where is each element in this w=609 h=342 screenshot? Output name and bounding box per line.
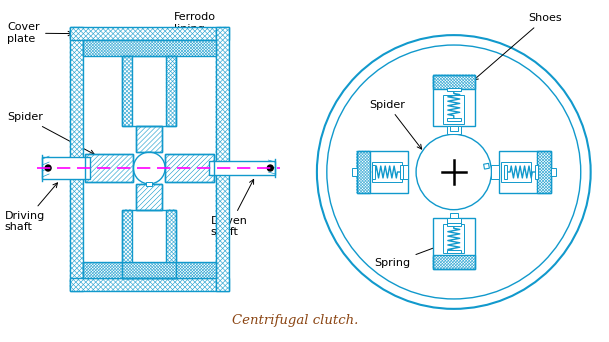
Bar: [447, 88, 461, 91]
Bar: [165, 154, 214, 182]
Bar: [447, 118, 461, 121]
Bar: [433, 75, 474, 89]
Text: Cover
plate: Cover plate: [7, 22, 72, 44]
Bar: [433, 218, 474, 269]
Circle shape: [45, 165, 51, 171]
Circle shape: [133, 152, 165, 184]
Bar: [499, 151, 551, 193]
Bar: [400, 165, 408, 179]
Bar: [132, 56, 166, 126]
Bar: [70, 278, 228, 291]
Bar: [373, 165, 375, 179]
Circle shape: [317, 35, 591, 309]
Bar: [132, 210, 166, 262]
Bar: [351, 168, 357, 176]
Bar: [209, 161, 275, 175]
Text: Spring: Spring: [375, 244, 442, 268]
Bar: [443, 95, 464, 124]
Bar: [122, 56, 132, 126]
Circle shape: [416, 134, 491, 210]
Bar: [83, 40, 216, 278]
Text: Spider: Spider: [370, 100, 421, 149]
Bar: [85, 154, 133, 182]
Bar: [136, 184, 162, 210]
Bar: [166, 56, 176, 126]
Bar: [70, 27, 83, 291]
Bar: [450, 126, 458, 131]
Bar: [537, 151, 551, 193]
Bar: [42, 157, 90, 179]
Bar: [166, 210, 176, 278]
Bar: [373, 161, 402, 182]
Bar: [357, 151, 408, 193]
Circle shape: [327, 45, 581, 299]
Bar: [501, 161, 531, 182]
Bar: [535, 165, 538, 179]
Bar: [357, 151, 370, 193]
Bar: [122, 56, 176, 126]
Text: Shoes: Shoes: [474, 13, 561, 80]
Bar: [433, 75, 474, 126]
Bar: [85, 154, 133, 182]
Bar: [447, 250, 461, 253]
Bar: [136, 126, 162, 152]
Text: Centrifugal clutch.: Centrifugal clutch.: [232, 314, 358, 327]
Bar: [504, 165, 507, 179]
Bar: [450, 213, 458, 218]
Bar: [484, 163, 490, 169]
Bar: [83, 262, 216, 278]
Bar: [216, 27, 228, 291]
Bar: [433, 255, 474, 269]
Bar: [551, 168, 556, 176]
Bar: [122, 210, 176, 278]
Text: Spider: Spider: [7, 113, 94, 154]
Bar: [136, 184, 162, 210]
Bar: [447, 126, 461, 134]
Bar: [70, 27, 228, 40]
Bar: [400, 165, 403, 179]
Bar: [491, 165, 499, 179]
Bar: [136, 126, 162, 152]
Bar: [447, 218, 461, 226]
Text: Ferrodo
lining: Ferrodo lining: [158, 12, 216, 46]
Text: Driving
shaft: Driving shaft: [4, 183, 57, 232]
Circle shape: [267, 165, 273, 171]
Text: Driven
shaft: Driven shaft: [211, 180, 253, 237]
Bar: [146, 182, 152, 186]
Bar: [447, 223, 461, 226]
Bar: [443, 224, 464, 253]
Bar: [122, 210, 132, 278]
Bar: [165, 154, 214, 182]
Bar: [83, 40, 216, 56]
